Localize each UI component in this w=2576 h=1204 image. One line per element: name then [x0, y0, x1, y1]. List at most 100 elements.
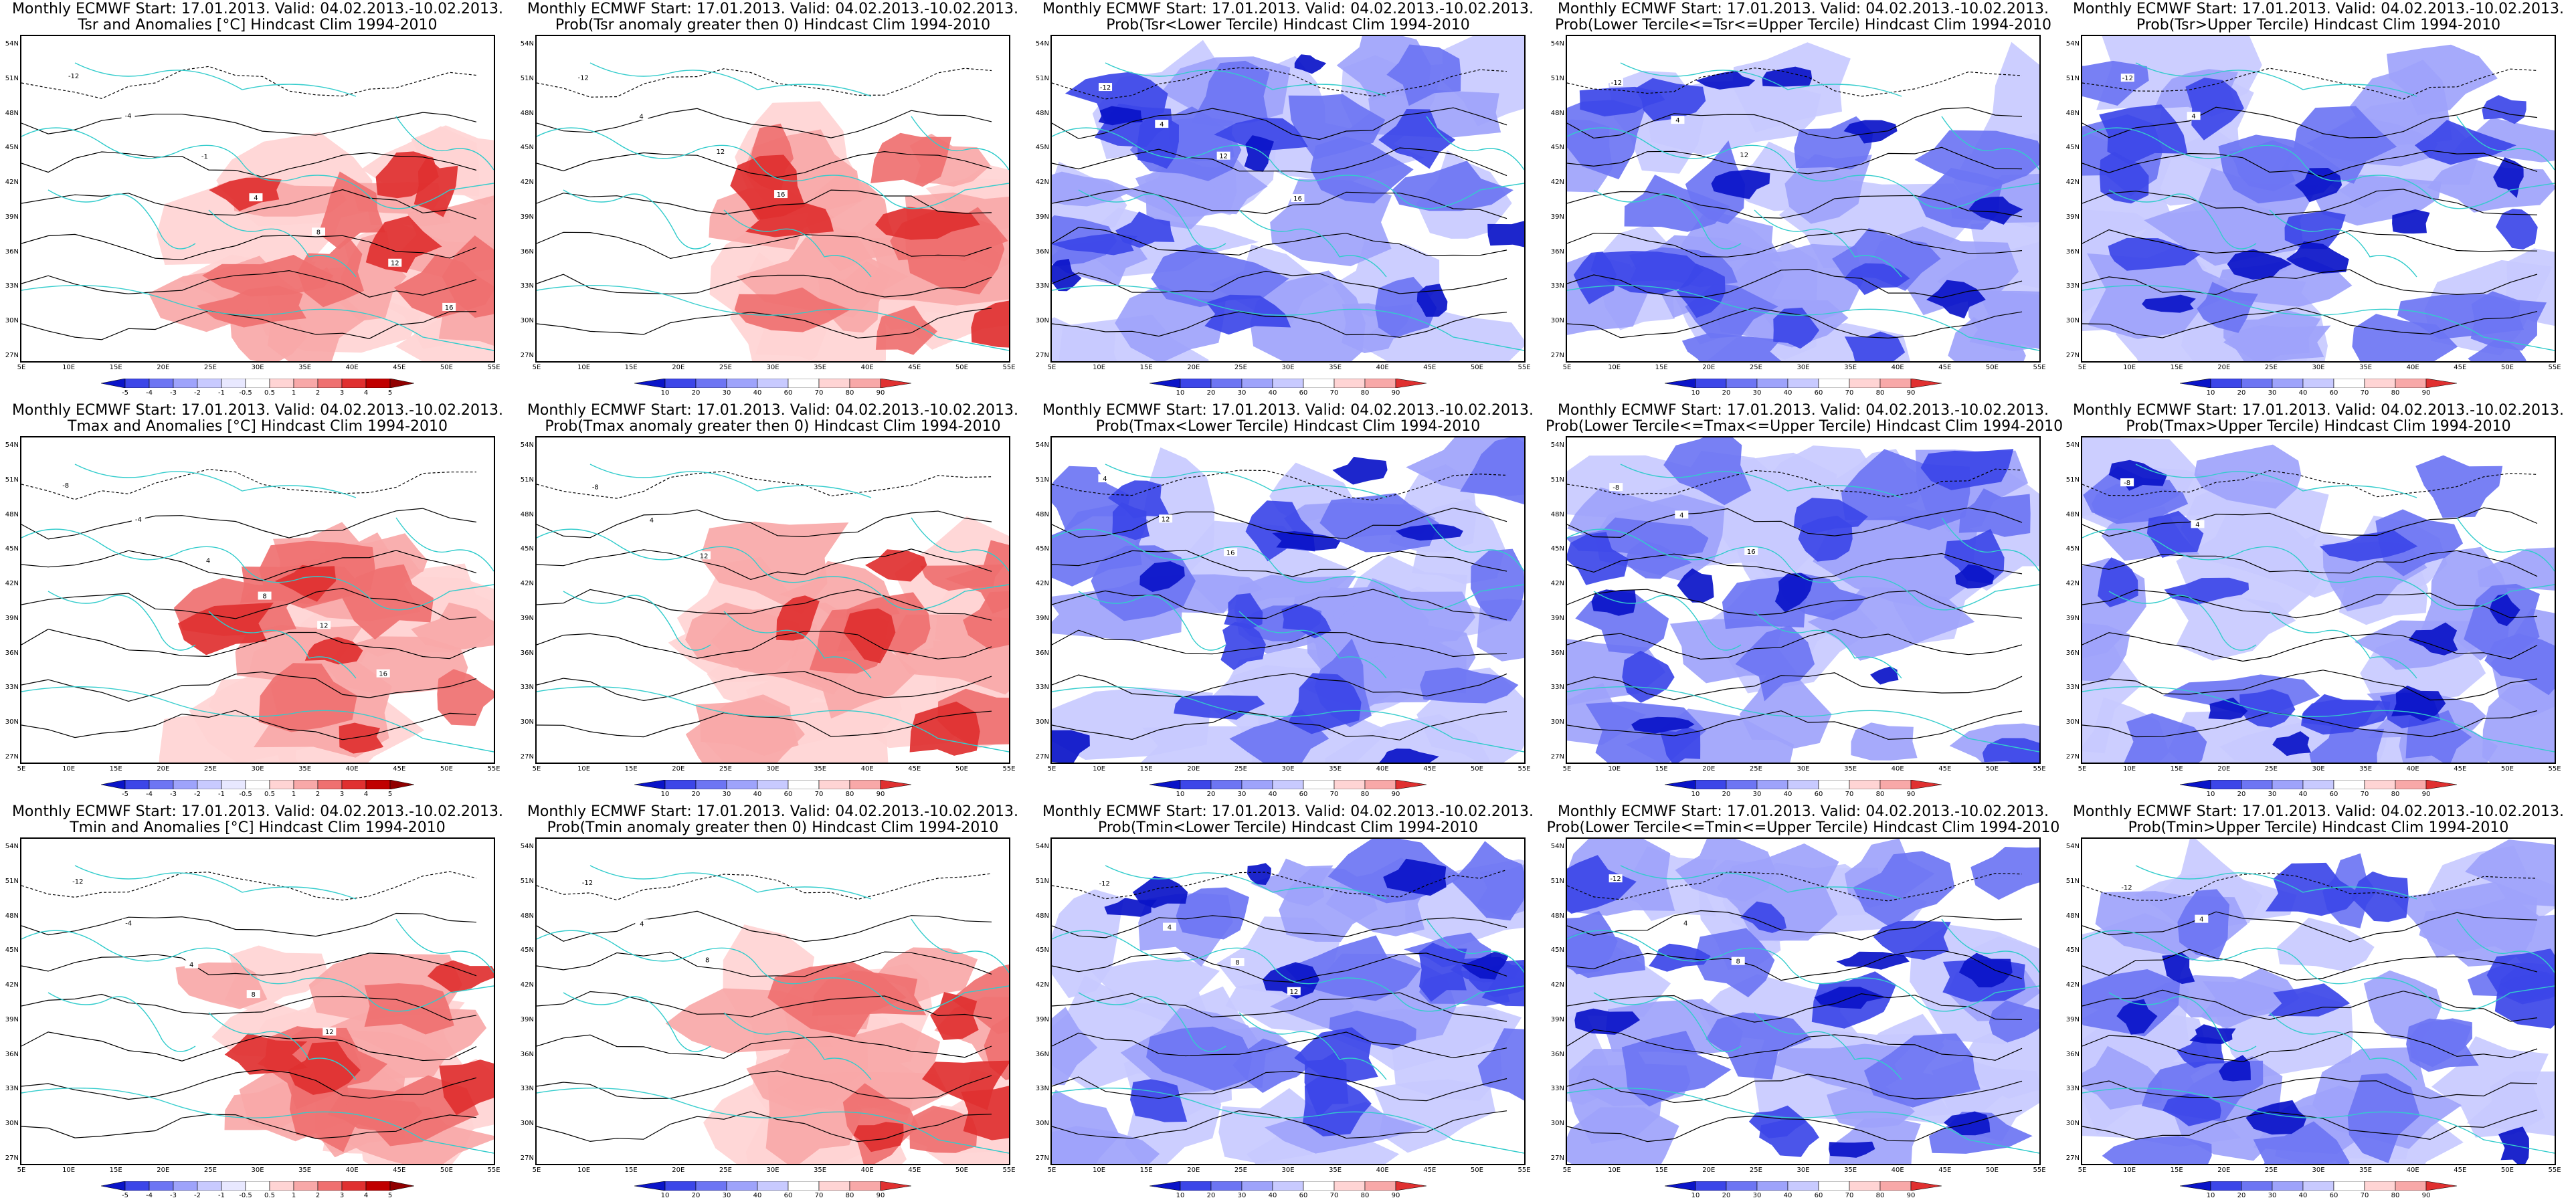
shade-patch	[1567, 855, 1637, 914]
lon-label: 50E	[955, 765, 968, 773]
shade-patch	[209, 177, 282, 211]
lat-label: 48N	[1035, 510, 1049, 518]
shaded-field	[1567, 437, 2039, 763]
lon-label: 15E	[109, 364, 122, 371]
colorbar-label: -1	[218, 389, 225, 397]
contour-line	[21, 952, 477, 977]
colorbar-label: 40	[2298, 791, 2308, 798]
shade-patch	[202, 254, 334, 297]
shade-patch	[2286, 241, 2349, 274]
shade-patch	[875, 305, 937, 355]
lon-label: 20E	[672, 765, 685, 773]
contour-label: -12	[578, 74, 589, 82]
lon-label: 55E	[487, 765, 500, 773]
shade-patch	[339, 722, 384, 754]
panel-title-line2: Prob(Lower Tercile<=Tsr<=Upper Tercile) …	[1554, 17, 2052, 33]
colorbar-label: 80	[1360, 389, 1370, 397]
shade-patch	[439, 1060, 494, 1116]
shaded-field	[709, 101, 1009, 361]
coastline	[1567, 285, 2039, 351]
contour-label-bg	[1162, 922, 1176, 931]
shade-patch	[224, 1033, 308, 1075]
colorbar-label: 30	[1237, 389, 1247, 397]
shade-patch	[920, 564, 1006, 591]
map-area: -12 4 12 16	[1050, 35, 1526, 363]
contour-label: 4	[1675, 117, 1679, 124]
contour-label-bg	[1731, 957, 1745, 965]
colorbar-cell	[1695, 379, 1727, 388]
colorbar-label: 60	[1814, 1192, 1823, 1199]
lat-label: 36N	[1550, 247, 1564, 256]
shade-patch	[2194, 444, 2302, 509]
lat-label: 33N	[1550, 282, 1564, 290]
lon-label: 10E	[1093, 364, 1106, 371]
map-panel-tmax-prob-middle: Monthly ECMWF Start: 17.01.2013. Valid: …	[1546, 401, 2063, 803]
lat-label: 36N	[1035, 1050, 1049, 1058]
colorbar-label: 90	[876, 389, 885, 397]
colorbar-cell	[101, 780, 126, 789]
contour-label: 4	[1683, 920, 1687, 928]
colorbar-cell	[101, 1181, 126, 1191]
lat-label: 30N	[1550, 718, 1564, 726]
shade-patch	[2266, 862, 2361, 916]
lat-label: 30N	[1550, 317, 1564, 325]
contour-line	[537, 274, 992, 298]
lon-label: 50E	[1985, 765, 1999, 773]
contour-label-bg	[246, 990, 260, 999]
coastline	[1238, 209, 1387, 278]
lat-label: 39N	[1550, 614, 1564, 622]
colorbar-label: 90	[876, 1192, 885, 1199]
contour-line	[1567, 268, 2023, 298]
map-canvas: -12 -4 -1 4 8 12 16	[21, 62, 494, 361]
shade-patch	[1711, 169, 1770, 199]
contour-label: 12	[1740, 152, 1748, 159]
lon-label: 10E	[577, 1167, 591, 1174]
colorbar-label: 4	[363, 1192, 369, 1199]
coastline	[589, 865, 872, 900]
colorbar-label: 70	[1845, 1192, 1854, 1199]
shade-patch	[342, 564, 434, 640]
contour-line	[21, 629, 477, 660]
lon-label: 25E	[1749, 364, 1762, 371]
coastline	[2082, 1088, 2555, 1154]
shade-patch	[776, 595, 820, 641]
colorbar-cell	[1149, 780, 1181, 789]
coastlines	[537, 865, 1009, 1154]
contour-label-bg	[2191, 520, 2205, 528]
contour-label-bg	[701, 955, 715, 964]
lon-label: 40E	[1376, 364, 1389, 371]
contour-line	[1567, 553, 2023, 580]
colorbar-label: 4	[363, 389, 369, 397]
contour-label-bg	[635, 919, 649, 928]
shade-patch	[1968, 196, 2023, 225]
coastline	[589, 464, 872, 498]
contour-line	[21, 550, 477, 581]
lon-label: 10E	[2123, 364, 2136, 371]
colorbar-label: 90	[2421, 389, 2431, 397]
contour-label: 12	[717, 148, 725, 156]
panel-title-line2: Prob(Lower Tercile<=Tmin<=Upper Tercile)…	[1546, 819, 2060, 836]
colorbar-cell	[1910, 1181, 1942, 1191]
shade-patch	[1675, 839, 1776, 902]
panel-title-line1: Monthly ECMWF Start: 17.01.2013. Valid: …	[2072, 402, 2565, 419]
shade-patch	[2294, 168, 2342, 203]
coastline	[537, 1088, 1009, 1154]
map-canvas: -12 -4 4 8 12	[21, 865, 494, 1164]
colorbar-cell	[2395, 780, 2427, 789]
shaded-field	[668, 516, 1009, 763]
lon-label: 25E	[203, 364, 217, 371]
lat-label: 48N	[5, 912, 19, 920]
colorbar-label: 70	[1329, 791, 1339, 798]
colorbar-cell	[317, 780, 343, 789]
lon-label: 45E	[1938, 1167, 1952, 1174]
lon-label: 30E	[766, 765, 779, 773]
shade-patch	[1844, 331, 1906, 361]
lon-label: 5E	[1047, 364, 1056, 371]
lat-label: 30N	[2065, 1120, 2080, 1128]
contour-lines	[1567, 468, 2023, 740]
shade-patch	[812, 970, 927, 1016]
shade-patch	[870, 132, 951, 187]
contour-line	[537, 509, 992, 538]
contour-line	[21, 233, 477, 260]
colorbar-cell	[849, 379, 881, 388]
